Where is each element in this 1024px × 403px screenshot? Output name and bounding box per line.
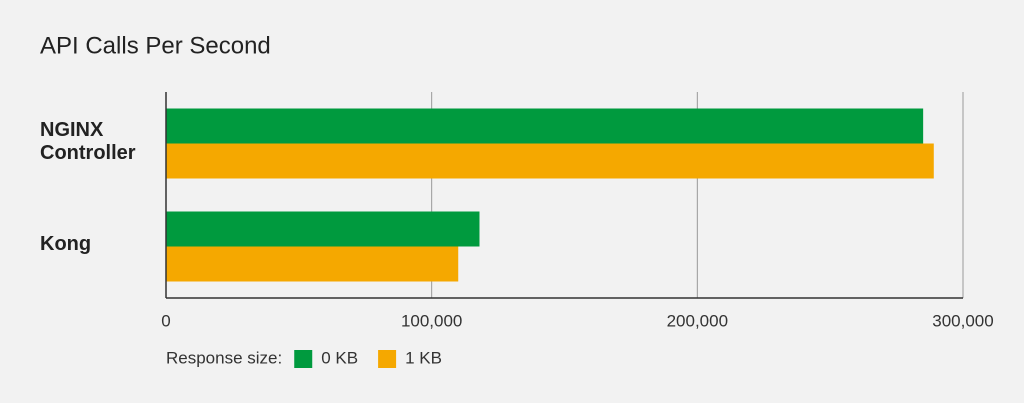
legend-label: 0 KB xyxy=(321,348,358,367)
x-tick-label: 200,000 xyxy=(667,311,728,330)
x-tick-label: 300,000 xyxy=(932,311,993,330)
x-tick-label: 0 xyxy=(161,311,170,330)
y-tick-label: NGINX Controller xyxy=(40,118,136,164)
chart-title: API Calls Per Second xyxy=(40,32,271,59)
x-tick-label: 100,000 xyxy=(401,311,462,330)
bar xyxy=(166,211,480,247)
legend-label: 1 KB xyxy=(405,348,442,367)
legend-swatch xyxy=(378,350,397,368)
bar xyxy=(166,108,924,144)
bar xyxy=(166,246,459,282)
legend-title: Response size: xyxy=(166,348,282,367)
y-tick-label: Kong xyxy=(40,233,92,255)
bar xyxy=(166,143,934,179)
legend-swatch xyxy=(294,350,313,368)
